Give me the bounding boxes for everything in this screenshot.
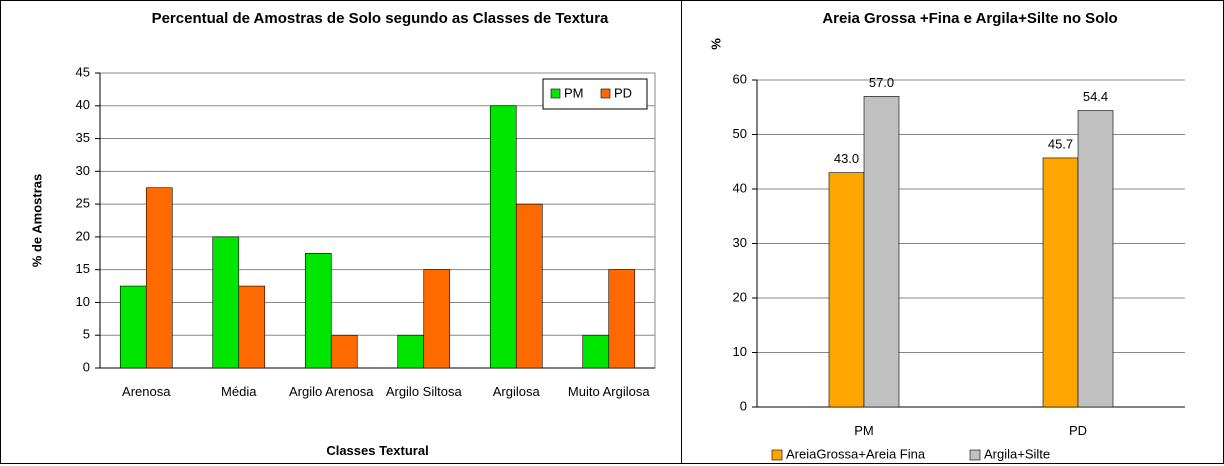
y-axis-label: % de Amostras bbox=[29, 174, 44, 267]
y-tick-label: 50 bbox=[733, 126, 747, 141]
y-tick-label: 20 bbox=[733, 289, 747, 304]
y-tick-label: 5 bbox=[83, 327, 90, 342]
y-axis-label: % bbox=[708, 38, 723, 50]
x-tick-label: PD bbox=[1068, 423, 1088, 438]
legend-swatch bbox=[771, 449, 783, 461]
legend-label: Argila+Silte bbox=[984, 446, 1050, 461]
y-tick-label: 40 bbox=[733, 180, 747, 195]
bar bbox=[515, 203, 543, 369]
data-label: 57.0 bbox=[869, 75, 894, 90]
chart-title: Areia Grossa +Fina e Argila+Silte no Sol… bbox=[822, 10, 1118, 27]
x-tick-label: Média bbox=[221, 384, 257, 399]
chart-title: Percentual de Amostras de Solo segundo a… bbox=[151, 10, 609, 27]
legend-label: PD bbox=[614, 85, 632, 100]
x-tick-label: Argilosa bbox=[492, 384, 540, 399]
y-tick-label: 60 bbox=[733, 71, 747, 86]
x-tick-label: Argilo Siltosa bbox=[385, 384, 462, 399]
bar bbox=[489, 105, 517, 369]
data-label: 45.7 bbox=[1048, 136, 1073, 151]
x-tick-label: Argilo Arenosa bbox=[288, 384, 374, 399]
x-axis-label: Classes Textural bbox=[326, 443, 429, 458]
bar bbox=[212, 236, 240, 369]
bar bbox=[330, 334, 358, 369]
bar bbox=[397, 334, 425, 369]
y-tick-label: 0 bbox=[740, 398, 747, 413]
bar bbox=[608, 269, 636, 369]
y-tick-label: 30 bbox=[733, 235, 747, 250]
y-tick-label: 10 bbox=[76, 294, 90, 309]
y-tick-label: 30 bbox=[76, 163, 90, 178]
legend-label: AreiaGrossa+Areia Fina bbox=[786, 446, 926, 461]
bar bbox=[145, 187, 173, 369]
legend-swatch bbox=[550, 88, 561, 99]
y-tick-label: 0 bbox=[83, 359, 90, 374]
legend-box bbox=[542, 78, 648, 110]
x-tick-label: PM bbox=[854, 423, 874, 438]
y-tick-label: 35 bbox=[76, 130, 90, 145]
y-tick-label: 20 bbox=[76, 228, 90, 243]
plot-area bbox=[99, 72, 656, 369]
y-tick-label: 40 bbox=[76, 97, 90, 112]
x-tick-label: Arenosa bbox=[122, 384, 171, 399]
bar bbox=[304, 252, 332, 369]
y-tick-label: 45 bbox=[76, 64, 90, 79]
bar bbox=[238, 285, 266, 369]
y-tick-label: 15 bbox=[76, 261, 90, 276]
bar bbox=[1042, 157, 1079, 408]
bar bbox=[119, 285, 147, 369]
y-tick-label: 25 bbox=[76, 196, 90, 211]
x-tick-label: Muito Argilosa bbox=[567, 384, 650, 399]
bar bbox=[1077, 110, 1114, 408]
legend-swatch bbox=[969, 449, 981, 461]
legend-label: PM bbox=[564, 85, 584, 100]
data-label: 54.4 bbox=[1083, 89, 1108, 104]
bar bbox=[423, 269, 451, 369]
bar bbox=[863, 96, 900, 408]
data-label: 43.0 bbox=[834, 151, 859, 166]
bar bbox=[582, 334, 610, 369]
legend-swatch bbox=[600, 88, 611, 99]
bar bbox=[828, 172, 865, 408]
y-tick-label: 10 bbox=[733, 344, 747, 359]
